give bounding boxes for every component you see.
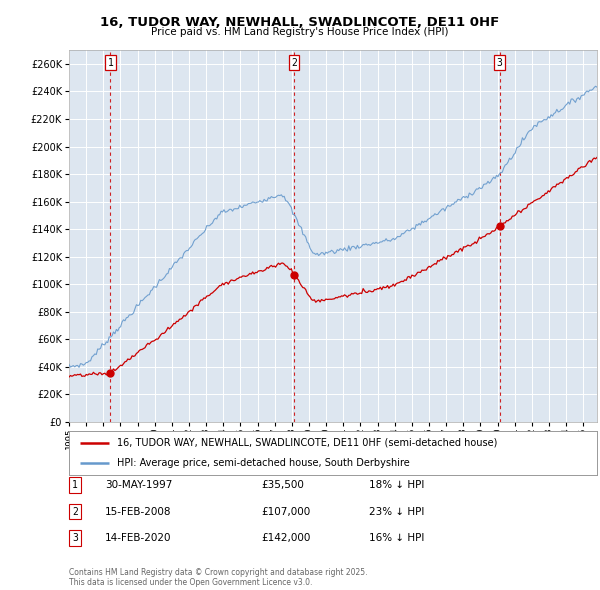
Text: £142,000: £142,000 [261,533,310,543]
Text: 16, TUDOR WAY, NEWHALL, SWADLINCOTE, DE11 0HF: 16, TUDOR WAY, NEWHALL, SWADLINCOTE, DE1… [100,16,500,29]
Text: £107,000: £107,000 [261,507,310,516]
Text: 1: 1 [72,480,78,490]
Text: HPI: Average price, semi-detached house, South Derbyshire: HPI: Average price, semi-detached house,… [116,458,409,468]
Text: 2: 2 [72,507,78,516]
Text: 18% ↓ HPI: 18% ↓ HPI [369,480,424,490]
Text: 3: 3 [497,58,503,67]
Text: 15-FEB-2008: 15-FEB-2008 [105,507,172,516]
Text: 23% ↓ HPI: 23% ↓ HPI [369,507,424,516]
Text: 16, TUDOR WAY, NEWHALL, SWADLINCOTE, DE11 0HF (semi-detached house): 16, TUDOR WAY, NEWHALL, SWADLINCOTE, DE1… [116,438,497,448]
Text: 3: 3 [72,533,78,543]
Text: 2: 2 [291,58,297,67]
Text: £35,500: £35,500 [261,480,304,490]
Text: 1: 1 [107,58,113,67]
Text: 16% ↓ HPI: 16% ↓ HPI [369,533,424,543]
Text: 30-MAY-1997: 30-MAY-1997 [105,480,172,490]
Text: Contains HM Land Registry data © Crown copyright and database right 2025.
This d: Contains HM Land Registry data © Crown c… [69,568,367,587]
Text: Price paid vs. HM Land Registry's House Price Index (HPI): Price paid vs. HM Land Registry's House … [151,27,449,37]
Text: 14-FEB-2020: 14-FEB-2020 [105,533,172,543]
